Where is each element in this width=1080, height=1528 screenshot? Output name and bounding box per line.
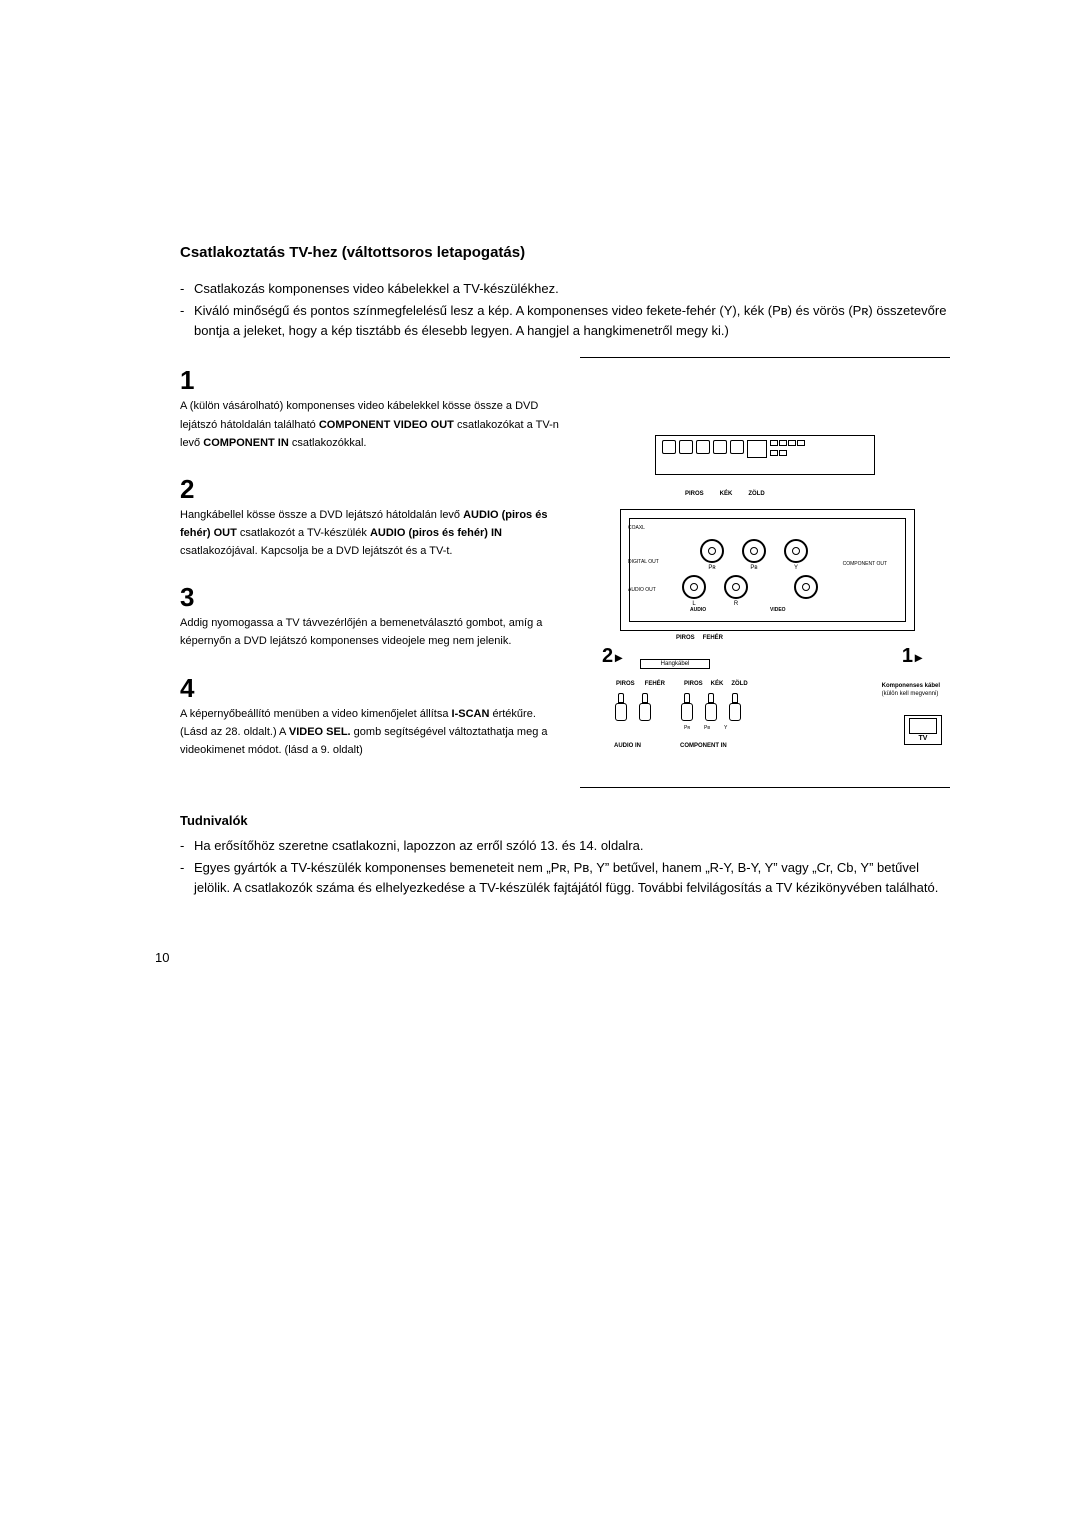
notes-title: Tudnivalók — [180, 813, 950, 828]
callout-1: 1 — [902, 645, 922, 668]
step-number-2: 2 — [180, 476, 560, 502]
label-digitalout: DIGITAL OUT — [628, 559, 659, 565]
step-number-4: 4 — [180, 675, 560, 701]
audio-cable-label: Hangkábel — [640, 659, 710, 669]
bullet-dash: - — [180, 279, 194, 299]
audio-color-labels: PIROS FEHÉR — [676, 635, 723, 641]
callout-2: 2 — [602, 645, 622, 668]
intro-item-2: Kiváló minőségű és pontos színmegfelelés… — [194, 301, 950, 341]
tv-connection-panel: COAXL DIGITAL OUT AUDIO OUT Pʀ Pʙ Y COMP… — [620, 509, 915, 631]
section-title: Csatlakoztatás TV-hez (váltottsoros leta… — [180, 244, 950, 261]
step-body-2: Hangkábellel kösse össze a DVD lejátszó … — [180, 506, 560, 560]
component-plugs — [680, 693, 742, 723]
label-component-out: COMPONENT OUT — [843, 561, 887, 567]
label-audio: AUDIO — [690, 607, 706, 613]
step-body-4: A képernyőbeállító menüben a video kimen… — [180, 705, 560, 759]
label-video: VIDEO — [770, 607, 786, 613]
note-item-1: Ha erősítőhöz szeretne csatlakozni, lapo… — [194, 836, 950, 856]
intro-item-1: Csatlakozás komponenses video kábelekkel… — [194, 279, 950, 299]
step-body-3: Addig nyomogassa a TV távvezérlőjén a be… — [180, 614, 560, 650]
label-audio-in: AUDIO IN — [614, 743, 641, 749]
audio-plugs — [614, 693, 652, 723]
intro-list: - Csatlakozás komponenses video kábelekk… — [180, 279, 950, 341]
component-jacks: Pʀ Pʙ Y — [700, 539, 808, 563]
diagram-column: PIROS KÉK ZÖLD COAXL DIGITAL OUT AUDIO O… — [580, 367, 950, 783]
step-number-3: 3 — [180, 584, 560, 610]
wiring-diagram: PIROS KÉK ZÖLD COAXL DIGITAL OUT AUDIO O… — [580, 435, 950, 775]
bullet-dash: - — [180, 301, 194, 341]
notes-list: - Ha erősítőhöz szeretne csatlakozni, la… — [180, 836, 950, 898]
divider-bottom — [580, 787, 950, 788]
step-body-1: A (külön vásárolható) komponenses video … — [180, 397, 560, 451]
dvd-back-panel — [655, 435, 875, 475]
bullet-dash: - — [180, 836, 194, 856]
plug-right-labels: PIROS KÉK ZÖLD — [684, 681, 748, 687]
label-coaxl: COAXL — [628, 525, 645, 531]
color-labels-top: PIROS KÉK ZÖLD — [685, 491, 765, 497]
bullet-dash: - — [180, 858, 194, 898]
note-item-2: Egyes gyártók a TV-készülék komponenses … — [194, 858, 950, 898]
step-number-1: 1 — [180, 367, 560, 393]
steps-column: 1 A (külön vásárolható) komponenses vide… — [180, 367, 560, 783]
page-number: 10 — [155, 950, 169, 965]
divider-top — [580, 357, 950, 358]
label-audioout: AUDIO OUT — [628, 587, 656, 593]
label-component-in: COMPONENT IN — [680, 743, 727, 749]
plug-left-labels: PIROS FEHÉR — [616, 681, 665, 687]
tv-icon: TV — [904, 715, 942, 745]
audio-video-jacks: L R — [682, 575, 818, 599]
component-cable-note: Komponenses kábel (külön kell megvenni) — [882, 683, 940, 697]
